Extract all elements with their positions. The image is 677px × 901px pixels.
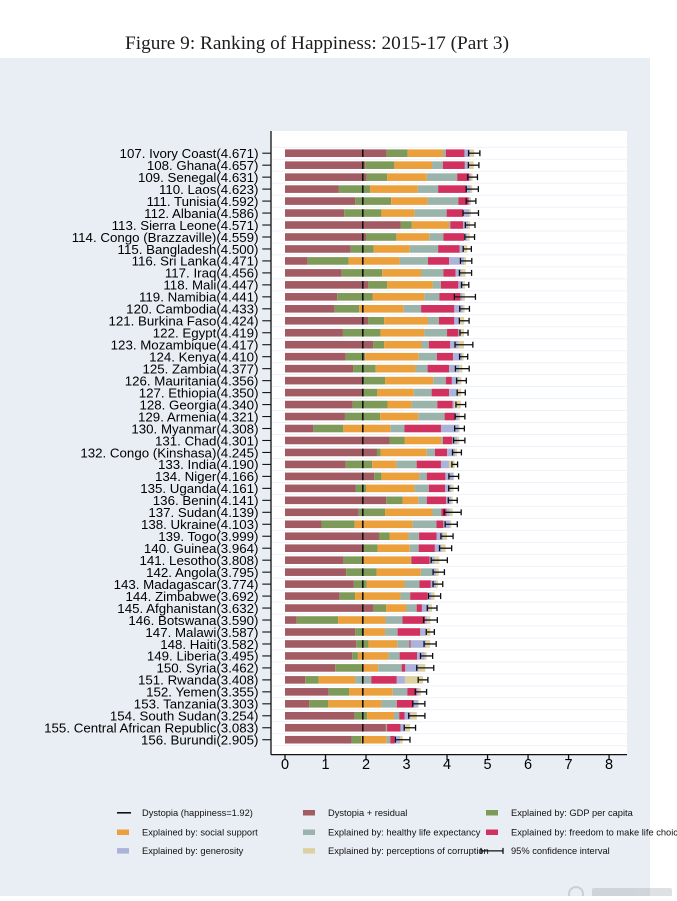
svg-text:Dystopia + residual: Dystopia + residual — [328, 808, 407, 818]
svg-text:Dystopia (happiness=1.92): Dystopia (happiness=1.92) — [142, 808, 253, 818]
svg-text:0: 0 — [281, 757, 289, 773]
svg-text:Explained by: perceptions of c: Explained by: perceptions of corruption — [328, 846, 489, 856]
svg-text:Explained by: generosity: Explained by: generosity — [142, 846, 244, 856]
svg-text:4: 4 — [443, 757, 451, 773]
svg-text:3: 3 — [402, 757, 410, 773]
svg-text:Explained by: GDP per capita: Explained by: GDP per capita — [511, 808, 634, 818]
svg-text:1: 1 — [321, 757, 329, 773]
svg-text:2: 2 — [362, 757, 370, 773]
svg-text:Explained by: social support: Explained by: social support — [142, 828, 258, 838]
svg-text:6: 6 — [524, 757, 532, 773]
svg-text:95% confidence interval: 95% confidence interval — [511, 846, 610, 856]
svg-text:Explained by: freedom to make: Explained by: freedom to make life choic… — [511, 828, 677, 838]
svg-text:7: 7 — [565, 757, 573, 773]
svg-text:8: 8 — [605, 757, 613, 773]
svg-text:Figure 9: Ranking of Happiness: Figure 9: Ranking of Happiness: 2015-17 … — [125, 33, 509, 54]
svg-text:156. Burundi(2.905): 156. Burundi(2.905) — [141, 733, 259, 748]
svg-text:Explained by: healthy life exp: Explained by: healthy life expectancy — [328, 828, 481, 838]
svg-text:5: 5 — [484, 757, 492, 773]
